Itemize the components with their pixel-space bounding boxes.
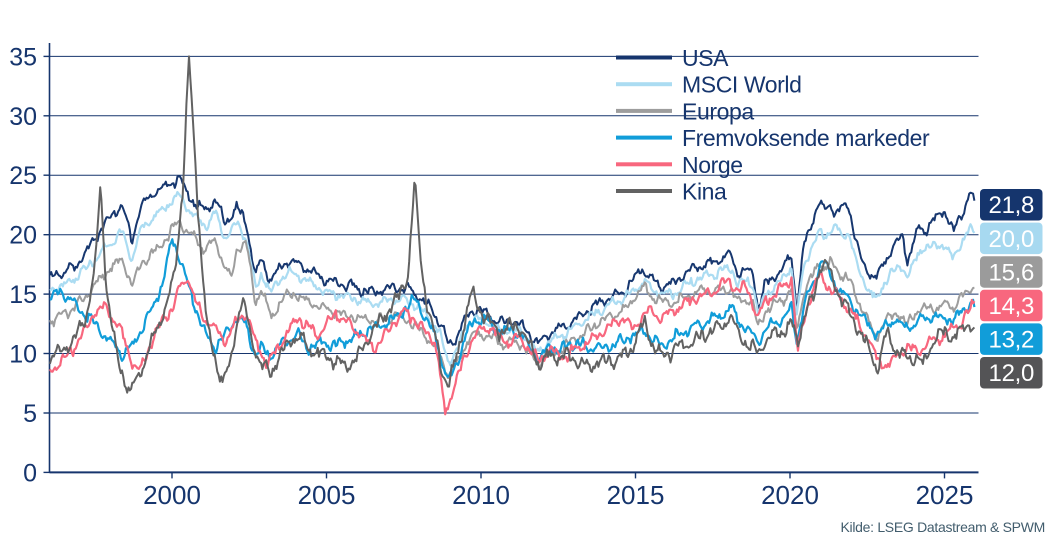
svg-text:5: 5 [23,400,37,428]
svg-text:20,0: 20,0 [989,226,1035,253]
svg-text:15,6: 15,6 [989,259,1035,286]
svg-text:2010: 2010 [452,480,510,510]
svg-text:30: 30 [9,103,37,131]
svg-text:2025: 2025 [916,480,974,510]
svg-text:USA: USA [682,45,729,71]
svg-text:35: 35 [9,43,37,71]
svg-text:2015: 2015 [607,480,665,510]
svg-text:2000: 2000 [143,480,201,510]
svg-text:2005: 2005 [298,480,356,510]
svg-text:14,3: 14,3 [989,293,1035,320]
svg-text:0: 0 [23,459,37,487]
svg-text:20: 20 [9,222,37,250]
svg-text:Europa: Europa [682,98,754,124]
svg-text:MSCI World: MSCI World [682,72,802,98]
svg-text:13,2: 13,2 [989,327,1035,354]
svg-text:12,0: 12,0 [989,360,1035,387]
svg-text:21,8: 21,8 [989,192,1035,219]
svg-text:Kina: Kina [682,179,727,205]
svg-text:15: 15 [9,281,37,309]
svg-text:Fremvoksende markeder: Fremvoksende markeder [682,125,930,151]
svg-text:2020: 2020 [761,480,819,510]
svg-text:Norge: Norge [682,152,743,178]
svg-text:10: 10 [9,341,37,369]
svg-text:25: 25 [9,162,37,190]
svg-text:Kilde: LSEG Datastream & SPWM: Kilde: LSEG Datastream & SPWM [841,519,1045,535]
